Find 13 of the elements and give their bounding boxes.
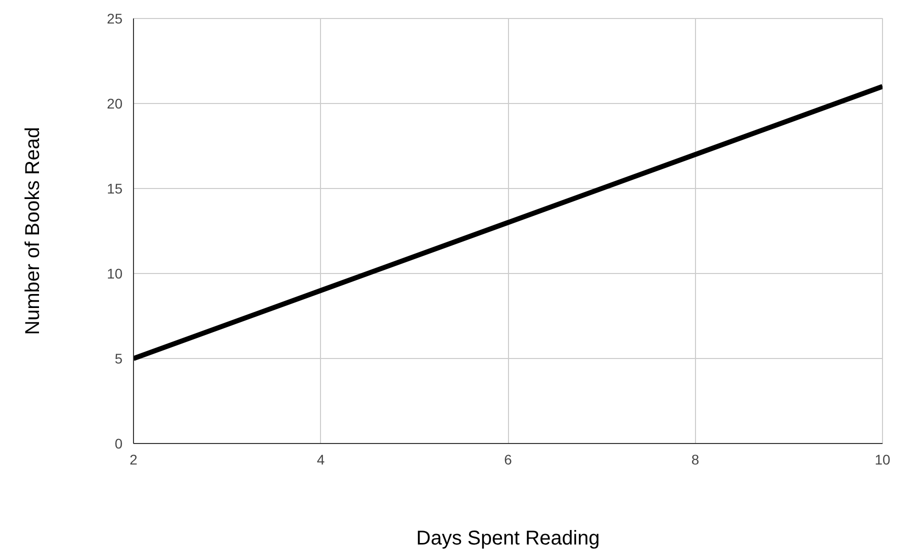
x-tick-label: 10	[874, 452, 890, 468]
x-tick-label: 4	[316, 452, 325, 468]
y-tick-label: 5	[114, 350, 123, 366]
y-tick-label: 20	[106, 96, 123, 112]
x-axis-title: Days Spent Reading	[416, 528, 600, 550]
x-tick-label: 2	[130, 452, 138, 468]
y-axis-title: Number of Books Read	[22, 127, 44, 335]
y-tick-label: 15	[106, 180, 123, 196]
y-tick-label: 0	[114, 436, 123, 452]
y-tick-label: 10	[106, 266, 123, 282]
x-tick-label: 6	[504, 452, 512, 468]
y-tick-label: 25	[106, 10, 123, 26]
x-tick-label: 8	[691, 452, 700, 468]
